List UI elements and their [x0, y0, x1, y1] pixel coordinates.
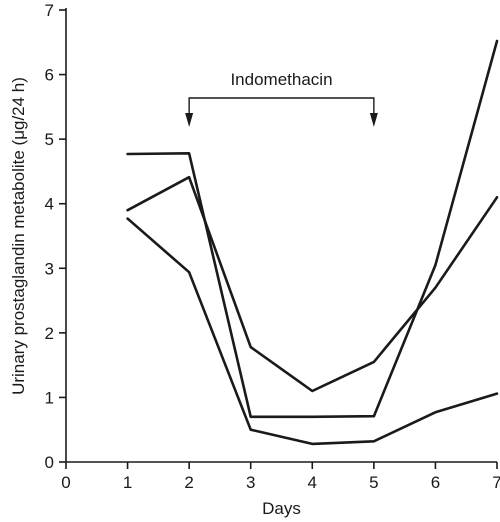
series-line-1	[126, 39, 499, 419]
x-tick-label: 0	[61, 473, 70, 492]
x-tick-label: 1	[123, 473, 132, 492]
x-axis-label: Days	[262, 499, 301, 518]
x-tick-label: 5	[369, 473, 378, 492]
y-tick-label: 1	[45, 388, 54, 407]
annotation-bracket	[188, 97, 375, 115]
y-axis-ticks: 0 1 2 3 4 5 6 7	[45, 1, 66, 472]
indomethacin-annotation: Indomethacin	[185, 70, 378, 127]
y-tick-label: 2	[45, 324, 54, 343]
annotation-arrow-end	[369, 113, 378, 127]
annotation-arrow-start	[185, 113, 194, 127]
y-tick-label: 3	[45, 259, 54, 278]
chart-series	[126, 39, 499, 446]
series-line-3	[126, 217, 499, 446]
y-tick-label: 7	[45, 1, 54, 20]
x-tick-label: 3	[246, 473, 255, 492]
x-tick-label: 7	[492, 473, 500, 492]
y-tick-label: 0	[45, 453, 54, 472]
y-axis-label: Urinary prostaglandin metabolite (μg/24 …	[9, 77, 28, 395]
annotation-label: Indomethacin	[230, 70, 332, 89]
y-tick-label: 5	[45, 130, 54, 149]
x-tick-label: 2	[184, 473, 193, 492]
y-tick-label: 6	[45, 66, 54, 85]
chart-axes	[65, 8, 497, 463]
x-axis-ticks: 0 1 2 3 4 5 6 7	[61, 462, 500, 492]
x-tick-label: 6	[431, 473, 440, 492]
series-line-2	[126, 175, 499, 393]
x-tick-label: 4	[308, 473, 317, 492]
y-tick-label: 4	[45, 195, 54, 214]
